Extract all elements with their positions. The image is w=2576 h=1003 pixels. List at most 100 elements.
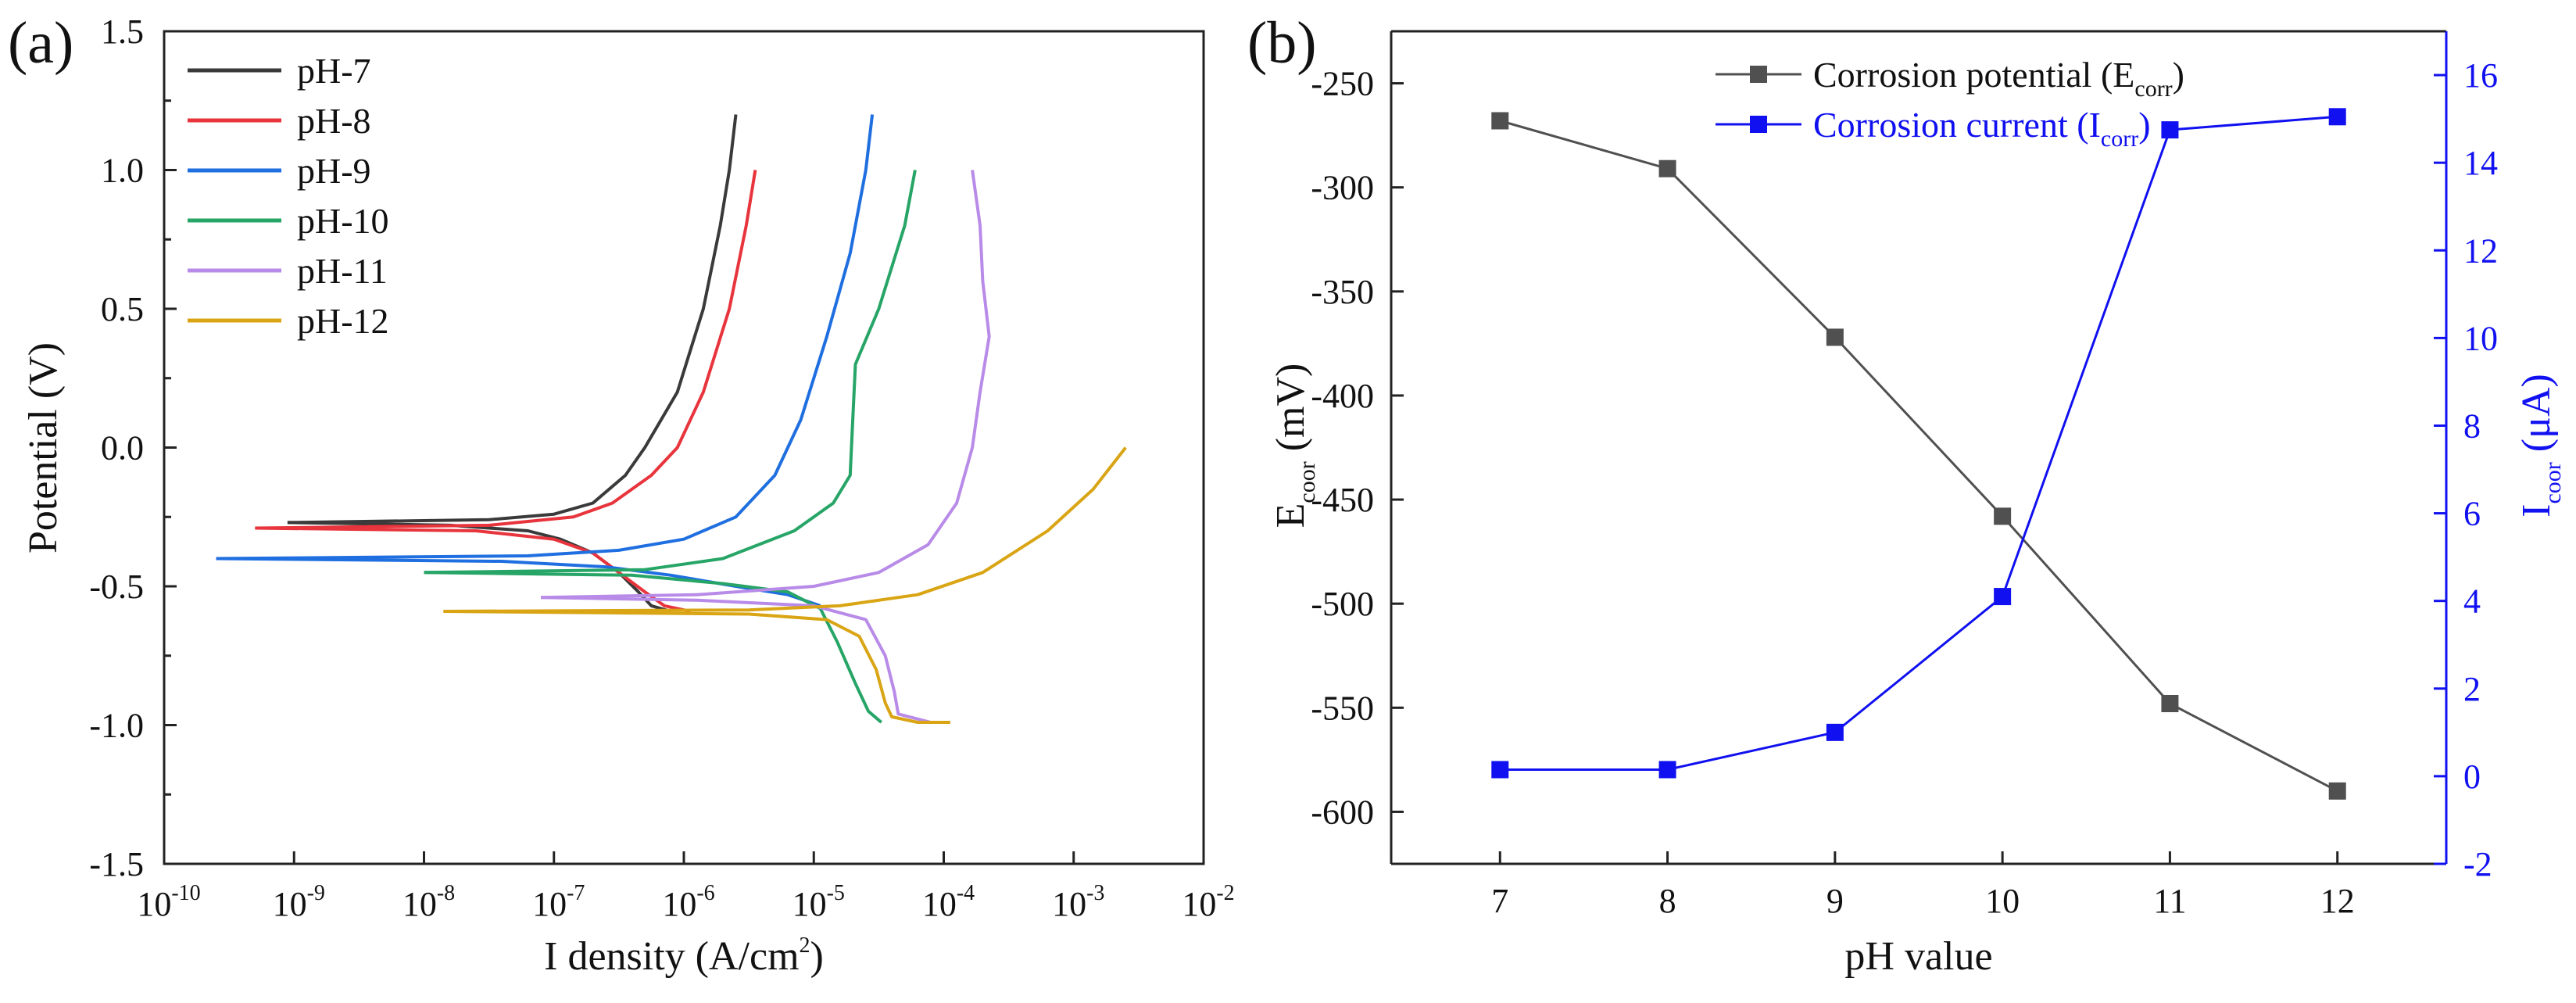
panel-a-y-tick-label-5: -1.0 bbox=[89, 707, 144, 745]
panel-a-legend-label-5: pH-12 bbox=[297, 301, 389, 341]
panel-b-left-tick-label-1: -300 bbox=[1311, 169, 1374, 207]
panel-b-left-axis-title: Ecoor (mV) bbox=[1268, 364, 1320, 528]
panel-b-left-axis-title-unit: (mV) bbox=[1268, 364, 1313, 462]
panel-b-icorr-point-ph8 bbox=[1658, 761, 1676, 779]
panel-a-y-tick-label-0: 1.5 bbox=[101, 13, 144, 51]
legend-label-sub: corr bbox=[2101, 126, 2138, 152]
panel-a-x-tick-label-7: 10-3 bbox=[1052, 881, 1104, 923]
legend-label-main: Corrosion current (I bbox=[1813, 105, 2101, 145]
panel-a-label: (a) bbox=[8, 10, 73, 76]
panel-b-left-axis-title-main: E bbox=[1268, 503, 1313, 528]
panel-b-right-tick-label-3: 10 bbox=[2463, 319, 2498, 357]
panel-a-legend-label-0: pH-7 bbox=[297, 51, 371, 91]
panel-a-legend-label-2: pH-9 bbox=[297, 151, 371, 191]
panel-b-right-tick-label-5: 6 bbox=[2463, 495, 2481, 533]
panel-a-y-tick-label-4: -0.5 bbox=[89, 568, 144, 606]
panel-b-legend-label-0: Corrosion potential (Ecorr) bbox=[1813, 55, 2184, 102]
panel-a-x-tick-label-1: 10-9 bbox=[273, 881, 325, 923]
panel-b-x-axis-title: pH value bbox=[1844, 934, 1992, 979]
legend-label-main: Corrosion potential (E bbox=[1813, 55, 2134, 95]
panel-b-ecorr-point-ph9 bbox=[1826, 328, 1844, 346]
panel-b-right-tick-label-0: 16 bbox=[2463, 56, 2498, 95]
panel-b-right-axis-title-sub: coor bbox=[2540, 462, 2566, 503]
panel-b-ecorr-point-ph11 bbox=[2161, 694, 2179, 712]
panel-a-x-tick-label-6: 10-4 bbox=[922, 881, 975, 923]
panel-a-y-tick-label-6: -1.5 bbox=[89, 845, 144, 883]
tick-base: 10 bbox=[532, 885, 567, 923]
panel-b-left-tick-label-5: -500 bbox=[1311, 585, 1374, 623]
panel-a-y-tick-label-2: 0.5 bbox=[101, 290, 144, 328]
panel-a-series-ph-11-anodic bbox=[541, 170, 991, 600]
panel-b-left-tick-label-4: -450 bbox=[1311, 481, 1374, 519]
tick-base: 10 bbox=[402, 885, 437, 923]
panel-a-series-ph-12-cathodic bbox=[443, 610, 950, 724]
panel-b-left-tick-label-6: -550 bbox=[1311, 689, 1374, 727]
panel-b-right-tick-label-4: 8 bbox=[2463, 407, 2481, 445]
panel-b-x-tick-label-4: 11 bbox=[2153, 882, 2186, 920]
panel-b-ecorr-line bbox=[1499, 120, 2338, 793]
panel-b-legend: Corrosion potential (Ecorr)Corrosion cur… bbox=[1716, 55, 2184, 152]
tick-exponent: -2 bbox=[1216, 881, 1234, 905]
tick-base: 10 bbox=[1182, 885, 1216, 923]
panel-b-ecorr-point-ph7 bbox=[1491, 112, 1509, 130]
tick-base: 10 bbox=[137, 885, 171, 923]
panel-a-legend-label-1: pH-8 bbox=[297, 101, 371, 141]
tick-exponent: -5 bbox=[827, 881, 845, 905]
panel-b-icorr-point-ph12 bbox=[2328, 108, 2346, 126]
tick-exponent: -8 bbox=[437, 881, 455, 905]
panel-b-right-axis-title-main: I bbox=[2514, 504, 2559, 518]
tick-exponent: -6 bbox=[696, 881, 714, 905]
panel-a-series-ph-10-anodic bbox=[424, 170, 917, 575]
panel-a-y-tick-label-1: 1.0 bbox=[101, 152, 144, 190]
panel-b-right-axis-title-unit: (μA) bbox=[2514, 374, 2559, 462]
panel-a-x-tick-label-3: 10-7 bbox=[532, 881, 585, 923]
panel-a-x-axis-title: I density (A/cm2) bbox=[544, 933, 824, 979]
panel-b-legend-swatch-marker-0 bbox=[1750, 66, 1767, 83]
panel-a-x-axis-title-sup: 2 bbox=[800, 933, 810, 958]
panel-a-series-ph-7-anodic bbox=[287, 114, 738, 525]
panel-b-label: (b) bbox=[1247, 10, 1317, 76]
panel-a-series-ph-8-cathodic bbox=[255, 526, 691, 613]
panel-a-y-axis: 1.5 1.0 0.5 0.0 -0.5 -1.0 -1.5 bbox=[89, 13, 177, 883]
panel-b-left-tick-label-7: -600 bbox=[1311, 793, 1374, 831]
panel-a-series-ph-11-cathodic bbox=[541, 596, 950, 724]
panel-a-series-ph-8-anodic bbox=[255, 170, 757, 530]
panel-b-right-tick-label-1: 14 bbox=[2463, 144, 2498, 182]
tick-exponent: -4 bbox=[957, 881, 975, 905]
panel-a-legend-label-3: pH-10 bbox=[297, 201, 389, 241]
panel-a-x-tick-label-2: 10-8 bbox=[402, 881, 455, 923]
panel-b-icorr-point-ph9 bbox=[1826, 723, 1844, 741]
panel-b-right-tick-label-8: 0 bbox=[2463, 758, 2481, 796]
panel-b-x-tick-label-0: 7 bbox=[1491, 882, 1508, 920]
panel-a-corrosion-polarization-chart: (a) 1.51.00.50.0-0.5-1.0-1.5 10-10 10-9 10… bbox=[8, 10, 1235, 979]
legend-label-close: ) bbox=[2173, 55, 2184, 95]
panel-b-legend-label-1: Corrosion current (Icorr) bbox=[1813, 105, 2151, 152]
panel-a-series-ph-9-cathodic bbox=[216, 557, 821, 607]
panel-b-ecorr-point-ph12 bbox=[2328, 782, 2346, 800]
tick-base: 10 bbox=[922, 885, 957, 923]
panel-b-right-tick-label-9: -2 bbox=[2463, 845, 2492, 883]
panel-b-right-tick-label-2: 12 bbox=[2463, 231, 2498, 270]
panel-b-x-tick-label-1: 8 bbox=[1659, 882, 1676, 920]
panel-a-series-ph-9-anodic bbox=[216, 114, 875, 561]
panel-b-ecorr-point-ph10 bbox=[1994, 507, 2012, 525]
panel-a-x-tick-label-5: 10-5 bbox=[792, 881, 845, 923]
panel-a-x-tick-label-4: 10-6 bbox=[662, 881, 714, 923]
panel-b-axes: -250 -300 -350 -400 -450 -500 -550 -600 16 14 12 10… bbox=[1311, 30, 2498, 920]
panel-b-left-axis-title-sub: coor bbox=[1294, 461, 1320, 503]
panel-b-left-tick-label-3: -400 bbox=[1311, 377, 1374, 415]
tick-base: 10 bbox=[662, 885, 696, 923]
tick-base: 10 bbox=[273, 885, 307, 923]
panel-a-series-group bbox=[216, 114, 1127, 724]
panel-b-icorr-line bbox=[1500, 115, 2338, 771]
tick-base: 10 bbox=[792, 885, 827, 923]
panel-a-x-tick-label-8: 10-2 bbox=[1182, 881, 1234, 923]
tick-exponent: -9 bbox=[307, 881, 325, 905]
panel-a-y-axis-title: Potential (V) bbox=[21, 342, 66, 553]
panel-b-icorr-point-ph11 bbox=[2161, 121, 2179, 139]
panel-b-series-group bbox=[1491, 108, 2346, 800]
legend-label-close: ) bbox=[2138, 105, 2150, 145]
panel-b-x-tick-label-5: 12 bbox=[2320, 882, 2355, 920]
panel-a-legend: pH-7 pH-8 pH-9 pH-10 pH-11 pH-12 bbox=[188, 51, 389, 341]
